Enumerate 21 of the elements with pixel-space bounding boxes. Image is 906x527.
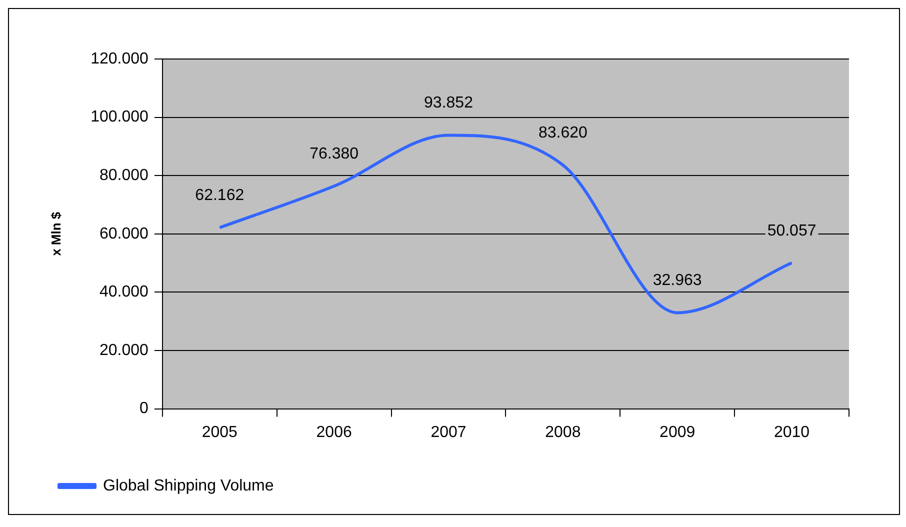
data-label: 93.852 bbox=[424, 94, 474, 112]
y-tick-label: 100.000 bbox=[90, 108, 149, 126]
x-tick-label: 2009 bbox=[660, 424, 696, 441]
y-tick-label: 120.000 bbox=[90, 50, 149, 68]
data-label: 83.620 bbox=[538, 124, 588, 142]
y-tick-label: 0 bbox=[140, 400, 149, 418]
x-tick-label: 2007 bbox=[430, 424, 466, 441]
y-tick-label: 80.000 bbox=[100, 167, 149, 184]
y-tick-label: 60.000 bbox=[100, 225, 149, 242]
x-tick-label: 2008 bbox=[545, 424, 581, 441]
x-tick-label: 2010 bbox=[774, 424, 810, 441]
y-tick-label: 20.000 bbox=[100, 342, 149, 359]
y-axis-title: x Mln $ bbox=[48, 211, 64, 256]
data-label: 76.380 bbox=[310, 146, 359, 163]
x-tick-label: 2005 bbox=[202, 424, 238, 441]
data-label: 32.963 bbox=[652, 272, 702, 290]
x-tick-label: 2006 bbox=[316, 424, 352, 441]
legend-label: Global Shipping Volume bbox=[103, 477, 274, 494]
data-label: 62.162 bbox=[195, 187, 244, 204]
y-tick-label: 40.000 bbox=[100, 284, 149, 301]
data-label: 50.057 bbox=[767, 222, 816, 240]
